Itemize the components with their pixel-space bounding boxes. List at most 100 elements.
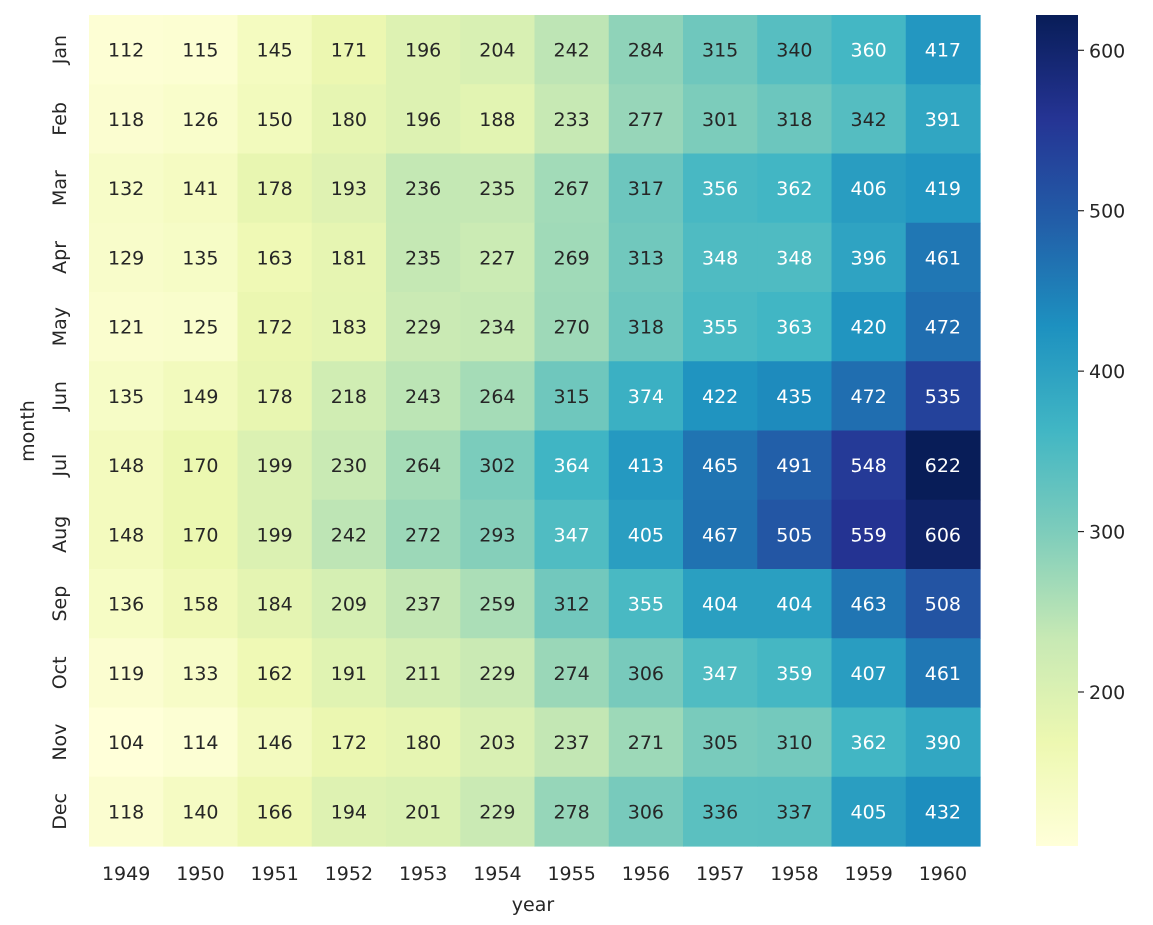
- heatmap-cell: [237, 499, 313, 570]
- heatmap-cell: [163, 569, 239, 639]
- cell-value-label: 218: [331, 386, 367, 408]
- heatmap-cell: [460, 84, 536, 155]
- cell-value-label: 129: [108, 247, 144, 269]
- cell-value-label: 417: [925, 40, 961, 62]
- heatmap-cell: [163, 84, 239, 155]
- cell-value-label: 230: [331, 455, 367, 477]
- heatmap-cell: [905, 569, 981, 639]
- heatmap-cell: [89, 499, 164, 570]
- heatmap-cell: [534, 222, 610, 293]
- heatmap-cell: [386, 569, 461, 639]
- cell-value-label: 465: [702, 455, 738, 477]
- cell-value-label: 191: [331, 663, 367, 685]
- cell-value-label: 310: [776, 732, 812, 754]
- heatmap-cell: [237, 707, 313, 778]
- heatmap-cells: 112 115 145 171 196 204 242 284 315 340 360 417 118 1…: [89, 15, 981, 847]
- cell-value-label: 348: [776, 247, 812, 269]
- cell-value-label: 404: [776, 594, 812, 616]
- cell-value-label: 158: [182, 594, 218, 616]
- cell-value-label: 264: [479, 386, 515, 408]
- heatmap-cell: [683, 638, 758, 709]
- cell-value-label: 150: [256, 109, 292, 131]
- cell-value-label: 237: [553, 732, 589, 754]
- heatmap-cell: [89, 222, 164, 293]
- cell-value-label: 126: [182, 109, 218, 131]
- heatmap-cell: [311, 222, 387, 293]
- heatmap-cell: [237, 776, 313, 847]
- heatmap-cell: [311, 292, 387, 362]
- heatmap-cell: [831, 638, 907, 709]
- heatmap-cell: [683, 222, 758, 293]
- heatmap-cell: [757, 361, 833, 432]
- heatmap-cell: [311, 707, 387, 778]
- x-tick-label: 1950: [176, 863, 224, 885]
- heatmap-cell: [534, 569, 610, 639]
- cell-value-label: 270: [553, 317, 589, 339]
- heatmap-cell: [683, 430, 758, 501]
- heatmap-cell: [831, 153, 907, 224]
- heatmap-cell: [757, 499, 833, 570]
- cell-value-label: 355: [628, 594, 664, 616]
- cell-value-label: 419: [925, 178, 961, 200]
- heatmap-cell: [905, 15, 981, 85]
- cell-value-label: 472: [850, 386, 886, 408]
- heatmap-cell: [831, 430, 907, 501]
- cell-value-label: 432: [925, 801, 961, 823]
- heatmap-cell: [831, 222, 907, 293]
- cell-value-label: 317: [628, 178, 664, 200]
- cell-value-label: 264: [405, 455, 441, 477]
- cell-value-label: 396: [850, 247, 886, 269]
- cell-value-label: 243: [405, 386, 441, 408]
- colorbar-tick-label: 300: [1089, 522, 1125, 544]
- cell-value-label: 145: [256, 40, 292, 62]
- heatmap-cell: [460, 222, 536, 293]
- cell-value-label: 235: [405, 247, 441, 269]
- y-tick-label: Jul: [49, 454, 71, 478]
- cell-value-label: 348: [702, 247, 738, 269]
- y-tick-label: Sep: [49, 586, 71, 622]
- cell-value-label: 271: [628, 732, 664, 754]
- cell-value-label: 267: [553, 178, 589, 200]
- heatmap-cell: [757, 638, 833, 709]
- cell-value-label: 229: [405, 317, 441, 339]
- heatmap-cell: [683, 707, 758, 778]
- cell-value-label: 535: [925, 386, 961, 408]
- cell-value-label: 472: [925, 317, 961, 339]
- heatmap-cell: [905, 776, 981, 847]
- colorbar: [1036, 15, 1078, 846]
- cell-value-label: 199: [256, 455, 292, 477]
- cell-value-label: 146: [256, 732, 292, 754]
- heatmap-cell: [386, 638, 461, 709]
- heatmap-cell: [757, 15, 833, 85]
- cell-value-label: 364: [553, 455, 589, 477]
- cell-value-label: 278: [553, 801, 589, 823]
- heatmap-cell: [237, 638, 313, 709]
- y-tick-label: Feb: [49, 102, 71, 136]
- x-tick-label: 1953: [399, 863, 447, 885]
- heatmap-cell: [757, 707, 833, 778]
- y-axis-label: month: [17, 400, 39, 462]
- heatmap-cell: [757, 430, 833, 501]
- heatmap-cell: [163, 292, 239, 362]
- cell-value-label: 166: [256, 801, 292, 823]
- heatmap-cell: [163, 499, 239, 570]
- x-tick-label: 1954: [473, 863, 521, 885]
- cell-value-label: 622: [925, 455, 961, 477]
- cell-value-label: 172: [256, 317, 292, 339]
- heatmap-cell: [831, 15, 907, 85]
- cell-value-label: 359: [776, 663, 812, 685]
- heatmap-cell: [608, 84, 684, 155]
- heatmap-cell: [311, 153, 387, 224]
- heatmap-cell: [534, 776, 610, 847]
- cell-value-label: 227: [479, 247, 515, 269]
- cell-value-label: 112: [108, 40, 144, 62]
- cell-value-label: 355: [702, 317, 738, 339]
- cell-value-label: 491: [776, 455, 812, 477]
- cell-value-label: 135: [182, 247, 218, 269]
- heatmap-cell: [386, 15, 461, 85]
- cell-value-label: 132: [108, 178, 144, 200]
- cell-value-label: 390: [925, 732, 961, 754]
- cell-value-label: 229: [479, 663, 515, 685]
- cell-value-label: 180: [331, 109, 367, 131]
